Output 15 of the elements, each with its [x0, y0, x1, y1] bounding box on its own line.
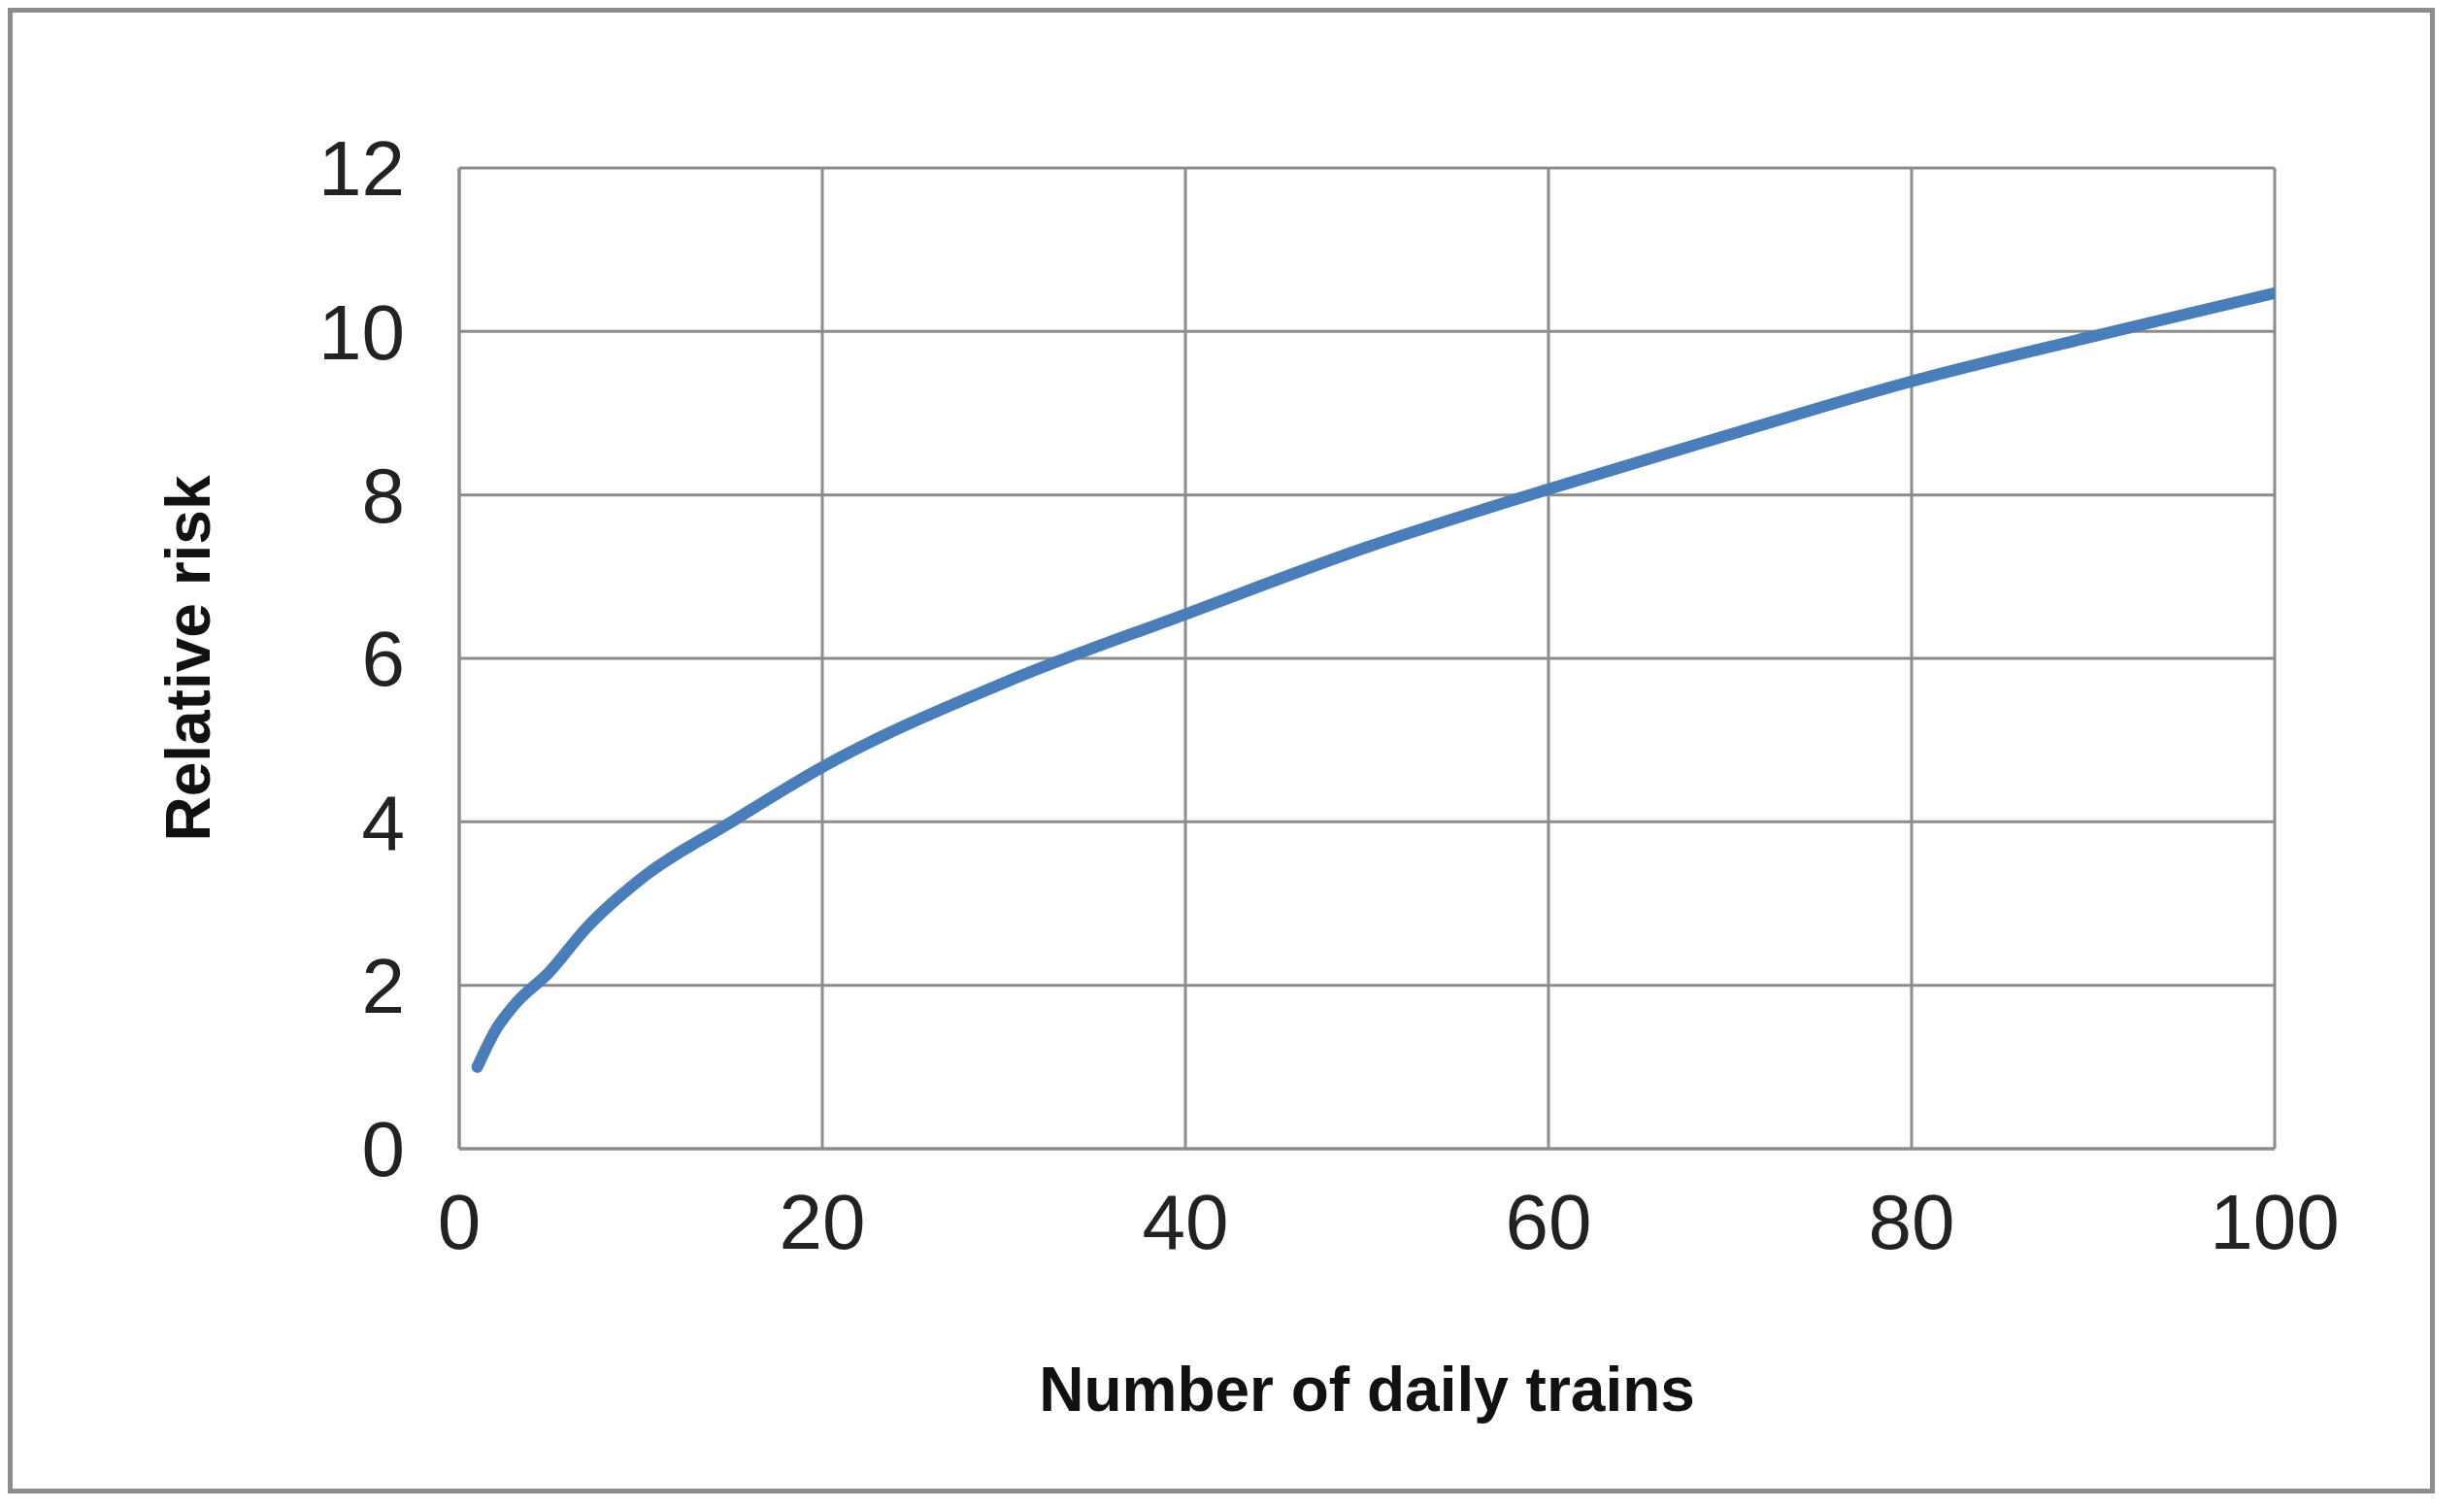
x-tick-label: 0 [437, 1178, 482, 1265]
x-axis-title: Number of daily trains [1039, 1355, 1695, 1425]
y-tick-label: 6 [361, 616, 405, 703]
y-tick-label: 0 [361, 1106, 405, 1193]
x-tick-label: 80 [1868, 1178, 1955, 1265]
y-axis-title: Relative risk [152, 475, 223, 842]
x-tick-label: 60 [1505, 1178, 1592, 1265]
y-tick-label: 12 [318, 125, 405, 213]
y-tick-label: 4 [361, 779, 405, 866]
y-tick-label: 8 [361, 453, 405, 540]
x-tick-label: 100 [2210, 1178, 2340, 1265]
y-tick-label: 2 [361, 943, 405, 1030]
y-tick-label: 10 [318, 288, 405, 376]
x-tick-label: 20 [779, 1178, 866, 1265]
x-tick-label: 40 [1142, 1178, 1229, 1265]
